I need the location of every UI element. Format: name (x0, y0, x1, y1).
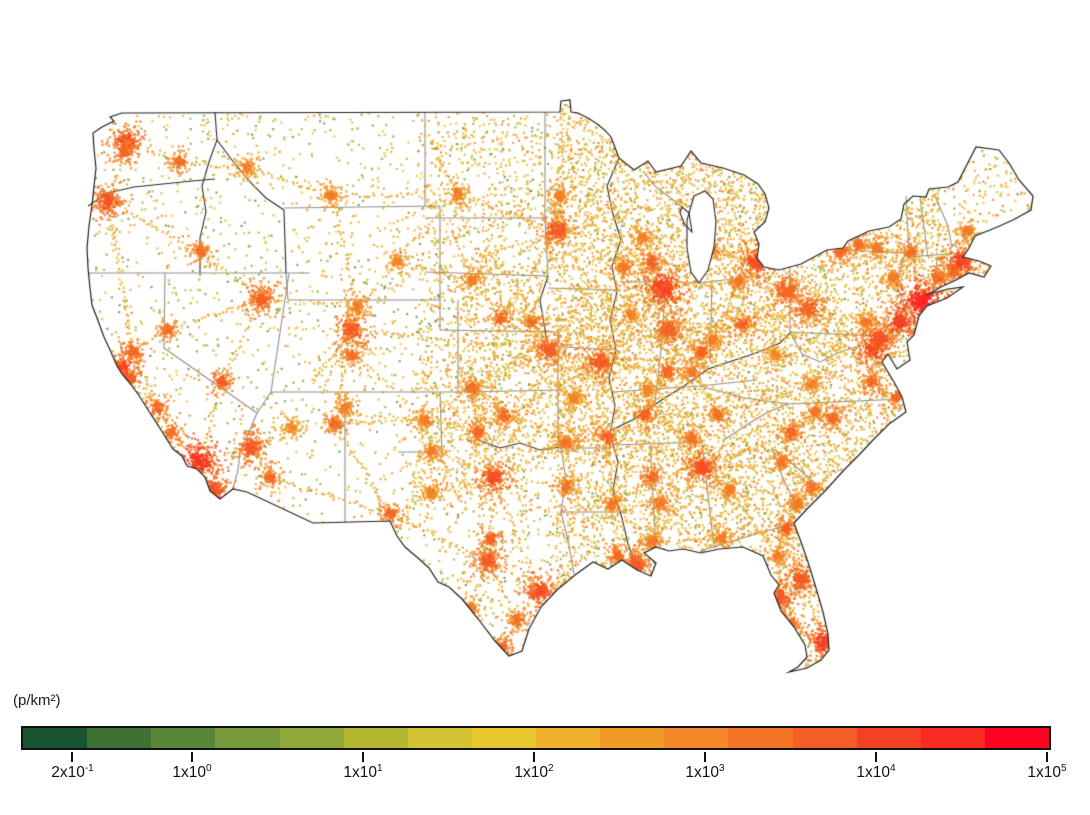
tick-label-3: 1x102 (514, 763, 554, 782)
colorbar-segment-14 (920, 728, 985, 748)
tick-mark-6 (1046, 752, 1048, 762)
colorbar-segment-0 (23, 728, 88, 748)
tick-label-4: 1x103 (685, 763, 725, 782)
colorbar-ticks: 2x10-1 1x100 1x101 1x102 1x103 1x104 1x105 (21, 750, 1067, 800)
colorbar-segment-10 (664, 728, 729, 748)
tick-label-5: 1x104 (856, 763, 896, 782)
colorbar-segment-15 (984, 728, 1049, 748)
tick-label-0: 2x10-1 (51, 763, 94, 782)
tick-mark-1 (191, 752, 193, 762)
colorbar-segment-1 (87, 728, 152, 748)
colorbar-legend: (p/km²) 2x10-1 1x100 1x101 1x102 1x103 1x104 1… (0, 690, 1090, 815)
colorbar-segment-9 (600, 728, 665, 748)
colorbar (21, 726, 1051, 750)
tick-mark-0 (71, 752, 74, 762)
colorbar-segment-13 (856, 728, 921, 748)
tick-mark-3 (533, 752, 535, 762)
colorbar-segment-11 (728, 728, 793, 748)
tick-label-6: 1x105 (1027, 763, 1067, 782)
colorbar-segment-12 (792, 728, 857, 748)
colorbar-segment-2 (151, 728, 216, 748)
colorbar-segment-5 (343, 728, 408, 748)
us-population-density-map (0, 0, 1090, 690)
tick-mark-2 (362, 752, 364, 762)
tick-label-2: 1x101 (343, 763, 383, 782)
colorbar-segment-3 (215, 728, 280, 748)
tick-label-1: 1x100 (172, 763, 212, 782)
colorbar-segment-8 (536, 728, 601, 748)
tick-mark-4 (704, 752, 706, 762)
colorbar-unit-label: (p/km²) (13, 692, 61, 709)
colorbar-segment-6 (407, 728, 472, 748)
tick-mark-5 (875, 752, 877, 762)
colorbar-segment-7 (471, 728, 536, 748)
colorbar-segment-4 (279, 728, 344, 748)
